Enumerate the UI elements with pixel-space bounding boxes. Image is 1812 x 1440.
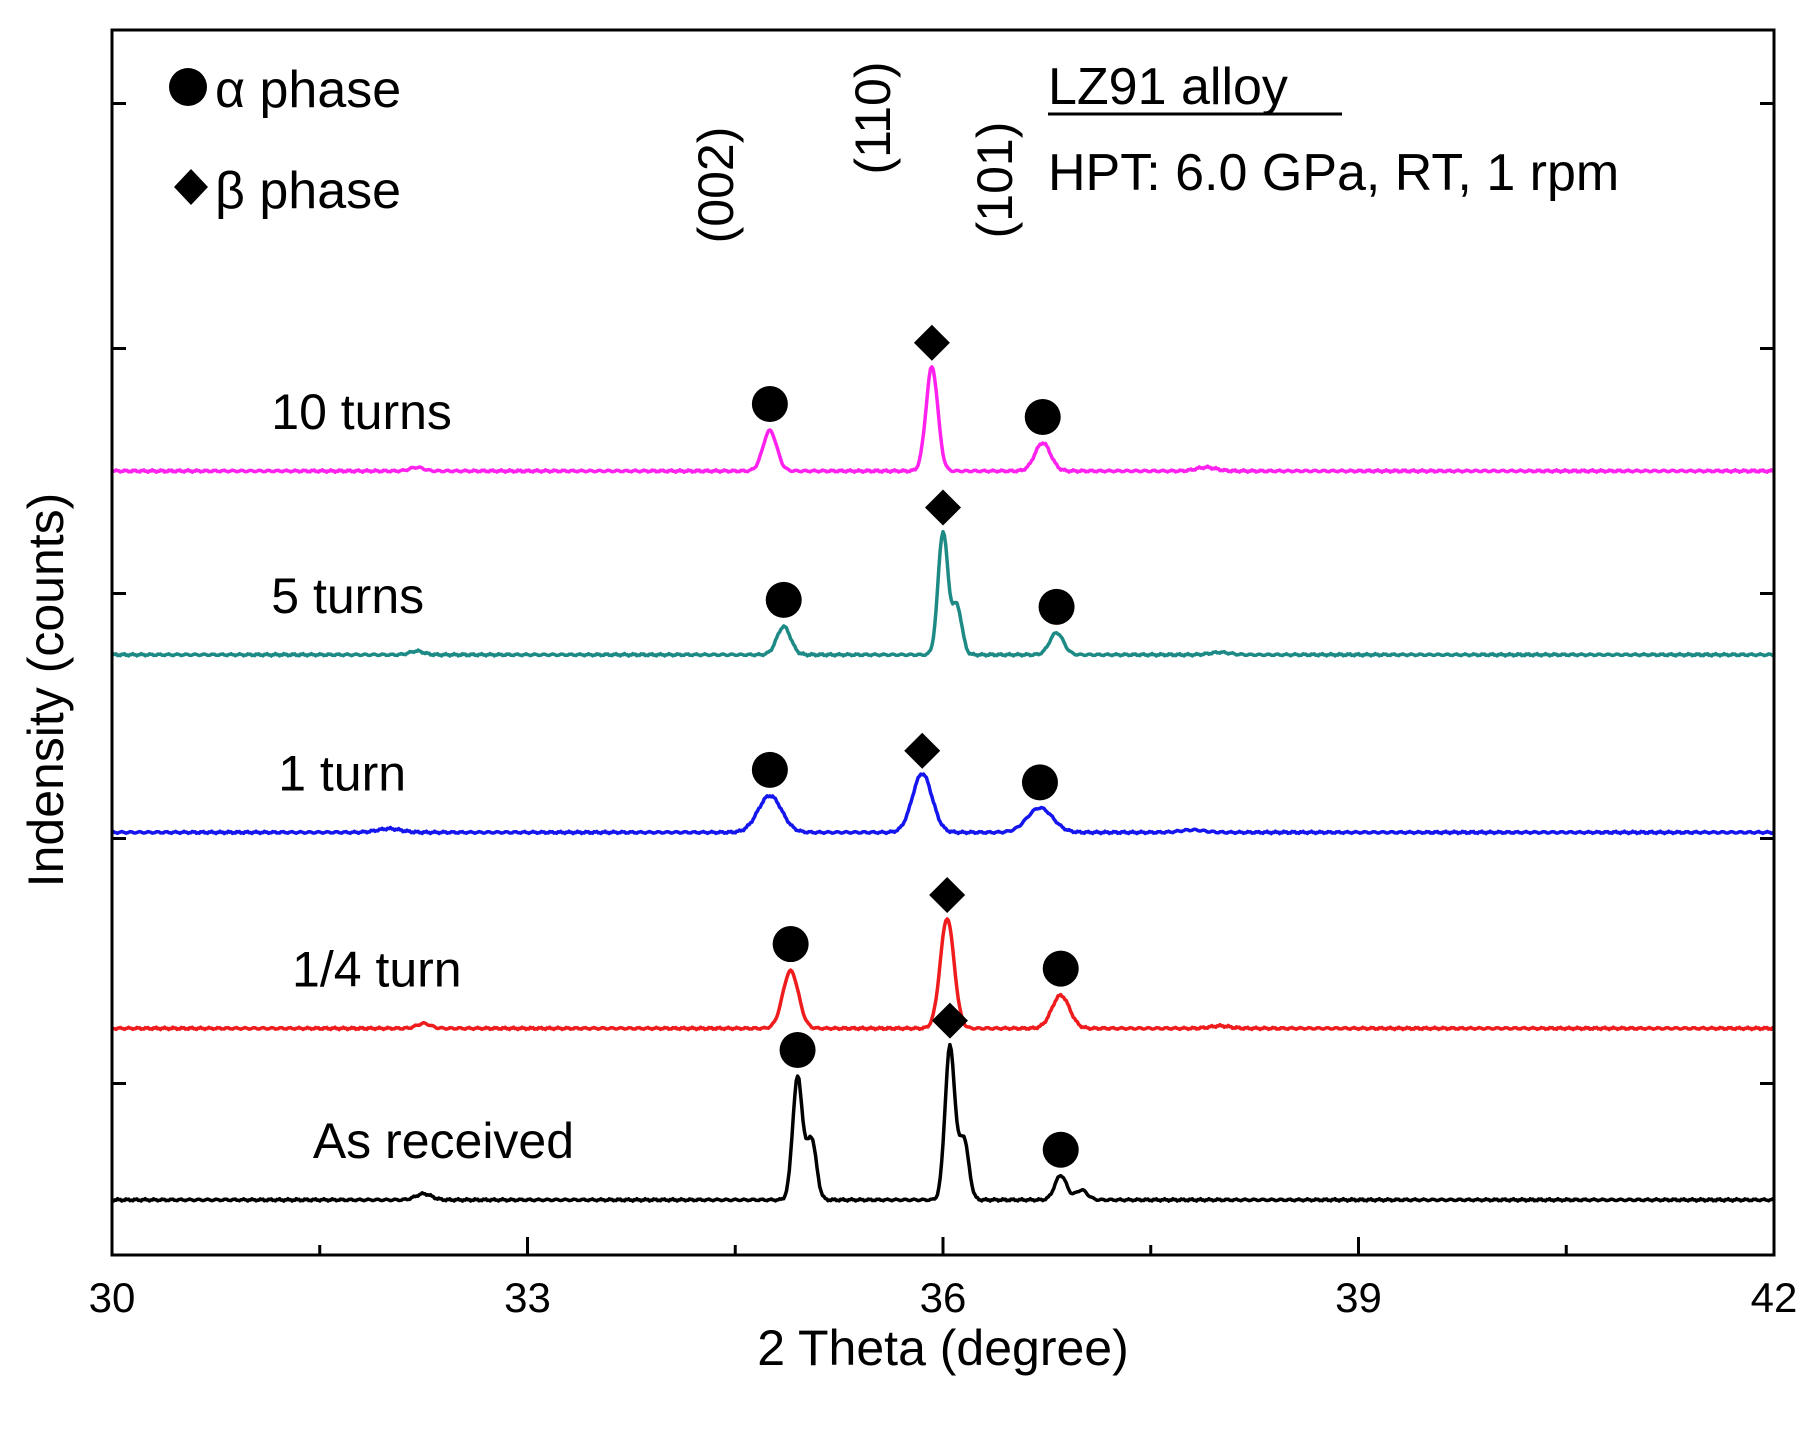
plane-label-002: (002): [688, 127, 744, 244]
series-line-as-received: [110, 1042, 1775, 1203]
conditions-label: HPT: 6.0 GPa, RT, 1 rpm: [1048, 144, 1619, 202]
legend-alpha-marker-icon: [169, 68, 207, 106]
alpha-phase-marker-icon: [1038, 588, 1075, 625]
alpha-phase-marker-icon: [1024, 399, 1061, 436]
alpha-phase-marker-icon: [1042, 950, 1079, 987]
series-label-1-4-turn: 1/4 turn: [292, 941, 462, 997]
sample-title: LZ91 alloy: [1048, 58, 1288, 116]
alpha-phase-marker-icon: [1021, 764, 1058, 801]
series-label-1-turn: 1 turn: [278, 745, 406, 801]
x-tick-label: 39: [1335, 1274, 1382, 1321]
beta-phase-marker-icon: [925, 489, 961, 526]
legend-beta-label: β phase: [215, 162, 401, 220]
beta-phase-marker-icon: [929, 877, 966, 914]
legend: α phase β phase: [169, 61, 401, 220]
y-axis-label: Indensity (counts): [18, 493, 74, 888]
series-label-5-turns: 5 turns: [271, 568, 424, 624]
series-line-10-turns: [111, 365, 1775, 474]
alpha-phase-marker-icon: [772, 926, 809, 963]
alpha-phase-marker-icon: [751, 751, 788, 788]
x-axis-label: 2 Theta (degree): [757, 1320, 1129, 1376]
plane-label-110: (110): [845, 61, 901, 174]
series-label-10-turns: 10 turns: [271, 384, 452, 440]
x-tick-label: 36: [920, 1274, 967, 1321]
legend-beta-marker-icon: [174, 169, 208, 205]
alpha-phase-marker-icon: [765, 581, 802, 618]
beta-phase-marker-icon: [931, 1002, 968, 1039]
plane-label-101: (101): [967, 122, 1023, 239]
series-line-5-turns: [110, 529, 1775, 658]
x-tick-label: 30: [89, 1274, 136, 1321]
legend-alpha-label: α phase: [215, 61, 401, 119]
series-line-1-turn: [111, 772, 1775, 836]
alpha-phase-marker-icon: [1042, 1131, 1079, 1168]
beta-phase-marker-icon: [904, 732, 941, 769]
series-line-1-4-turn: [110, 917, 1775, 1032]
x-tick-label: 33: [504, 1274, 551, 1321]
beta-phase-marker-icon: [913, 324, 950, 361]
alpha-phase-marker-icon: [751, 386, 788, 423]
alpha-phase-marker-icon: [779, 1031, 816, 1068]
series-label-as-received: As received: [313, 1113, 574, 1169]
x-tick-label: 42: [1751, 1274, 1798, 1321]
